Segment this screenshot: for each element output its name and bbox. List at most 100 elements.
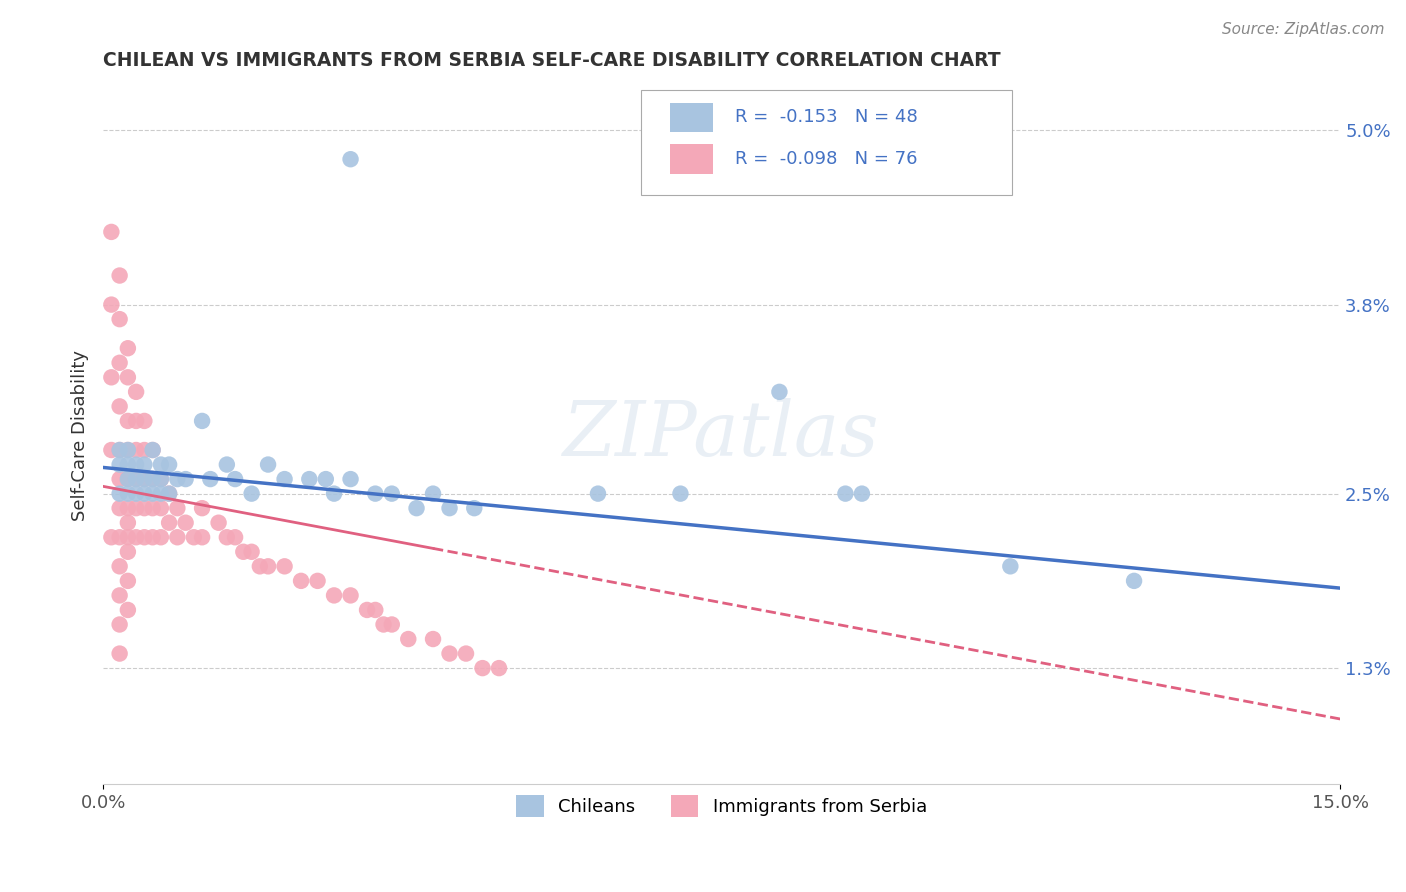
Point bbox=[240, 545, 263, 559]
Point bbox=[117, 501, 139, 516]
Point bbox=[134, 414, 156, 428]
Point bbox=[108, 501, 131, 516]
Point bbox=[166, 501, 188, 516]
Point bbox=[134, 472, 156, 486]
Point bbox=[142, 472, 165, 486]
Point bbox=[117, 442, 139, 457]
Point bbox=[339, 472, 361, 486]
Point bbox=[488, 661, 510, 675]
Point bbox=[851, 486, 873, 500]
Point bbox=[1000, 559, 1022, 574]
Point bbox=[142, 501, 165, 516]
Point bbox=[125, 501, 148, 516]
Point bbox=[117, 341, 139, 355]
Point bbox=[134, 442, 156, 457]
Point bbox=[191, 530, 214, 544]
Point bbox=[768, 384, 790, 399]
Point bbox=[215, 458, 238, 472]
Point bbox=[240, 486, 263, 500]
Point bbox=[117, 530, 139, 544]
Text: ZIPatlas: ZIPatlas bbox=[564, 399, 880, 473]
Point bbox=[834, 486, 856, 500]
Point bbox=[149, 486, 172, 500]
Point bbox=[157, 458, 180, 472]
Point bbox=[373, 617, 395, 632]
Point bbox=[108, 312, 131, 326]
Point bbox=[100, 297, 122, 311]
Point bbox=[166, 472, 188, 486]
Y-axis label: Self-Care Disability: Self-Care Disability bbox=[72, 350, 89, 521]
Point bbox=[1123, 574, 1146, 588]
Point bbox=[273, 559, 295, 574]
Legend: Chileans, Immigrants from Serbia: Chileans, Immigrants from Serbia bbox=[509, 788, 934, 824]
Point bbox=[339, 152, 361, 166]
Point bbox=[463, 501, 485, 516]
Text: Source: ZipAtlas.com: Source: ZipAtlas.com bbox=[1222, 22, 1385, 37]
Point bbox=[149, 530, 172, 544]
Point bbox=[157, 486, 180, 500]
FancyBboxPatch shape bbox=[669, 103, 713, 132]
Point bbox=[157, 516, 180, 530]
Point bbox=[125, 442, 148, 457]
Point bbox=[108, 559, 131, 574]
Point bbox=[381, 486, 404, 500]
Point bbox=[183, 530, 205, 544]
Point bbox=[108, 647, 131, 661]
Point bbox=[356, 603, 378, 617]
Point bbox=[117, 603, 139, 617]
Point bbox=[100, 225, 122, 239]
Point bbox=[422, 486, 444, 500]
Point bbox=[207, 516, 229, 530]
Point bbox=[108, 442, 131, 457]
Text: R =  -0.153   N = 48: R = -0.153 N = 48 bbox=[735, 108, 918, 127]
Point bbox=[125, 384, 148, 399]
Point bbox=[108, 530, 131, 544]
Point bbox=[422, 632, 444, 646]
Point bbox=[364, 603, 387, 617]
Point bbox=[290, 574, 312, 588]
Point bbox=[142, 530, 165, 544]
Point bbox=[125, 530, 148, 544]
Point bbox=[100, 442, 122, 457]
Point bbox=[117, 370, 139, 384]
Point bbox=[125, 458, 148, 472]
Point bbox=[108, 268, 131, 283]
Point bbox=[149, 501, 172, 516]
Point bbox=[257, 559, 280, 574]
Point bbox=[669, 486, 692, 500]
Point bbox=[117, 414, 139, 428]
Point bbox=[117, 442, 139, 457]
Point bbox=[249, 559, 271, 574]
Point bbox=[108, 486, 131, 500]
Point bbox=[224, 472, 246, 486]
Point bbox=[174, 516, 197, 530]
Point bbox=[134, 458, 156, 472]
Point bbox=[364, 486, 387, 500]
Point bbox=[323, 486, 346, 500]
Point bbox=[149, 472, 172, 486]
Point bbox=[381, 617, 404, 632]
Point bbox=[215, 530, 238, 544]
FancyBboxPatch shape bbox=[669, 145, 713, 174]
Point bbox=[117, 486, 139, 500]
Point bbox=[586, 486, 609, 500]
Point bbox=[307, 574, 329, 588]
Point bbox=[108, 589, 131, 603]
Point bbox=[224, 530, 246, 544]
Point bbox=[471, 661, 494, 675]
Point bbox=[117, 516, 139, 530]
Point bbox=[396, 632, 419, 646]
Point bbox=[125, 472, 148, 486]
Point bbox=[273, 472, 295, 486]
Point bbox=[298, 472, 321, 486]
Point bbox=[134, 472, 156, 486]
Point bbox=[323, 589, 346, 603]
Point bbox=[191, 414, 214, 428]
Point bbox=[166, 530, 188, 544]
Point bbox=[117, 574, 139, 588]
Point bbox=[117, 458, 139, 472]
Point bbox=[125, 486, 148, 500]
Point bbox=[108, 472, 131, 486]
Point bbox=[117, 472, 139, 486]
Point bbox=[257, 458, 280, 472]
